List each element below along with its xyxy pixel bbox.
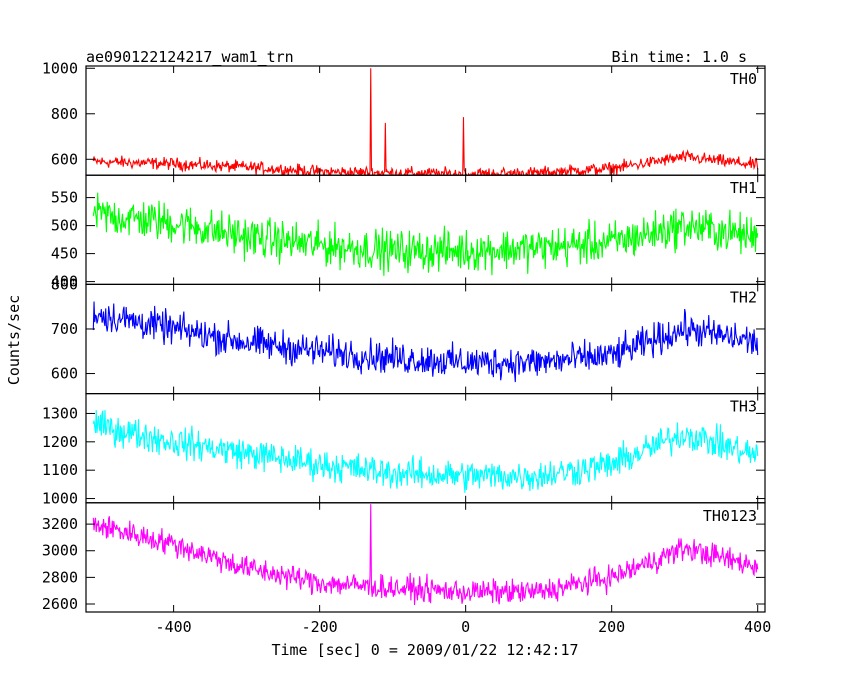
panel-th3: 1000 1100 1200 1300 TH3 — [42, 393, 766, 508]
panels-group: 600 800 1000 TH0 400 450 500 550 TH1 600 700 800 TH2… — [42, 59, 771, 636]
y-tick-label: 550 — [51, 189, 78, 207]
x-axis-label: Time [sec] 0 = 2009/01/22 12:42:17 — [271, 641, 578, 659]
y-axis-label: Counts/sec — [5, 295, 23, 385]
panel-th2: 600 700 800 TH2 — [51, 275, 766, 395]
y-tick-label: 800 — [51, 105, 78, 123]
series-line-th2 — [92, 301, 759, 383]
panel-frame — [85, 393, 766, 504]
y-tick-label: 2600 — [42, 595, 78, 613]
x-tick-label: -400 — [156, 618, 192, 636]
y-tick-label: 3000 — [42, 542, 78, 560]
y-tick-label: 600 — [51, 365, 78, 383]
series-line-th1 — [92, 192, 759, 276]
panel-th1: 400 450 500 550 TH1 — [51, 174, 766, 291]
series-line-th0 — [92, 68, 759, 176]
y-tick-label: 800 — [51, 275, 78, 293]
panel-label: TH0 — [730, 70, 757, 88]
y-tick-label: 2800 — [42, 568, 78, 586]
x-tick-label: 200 — [598, 618, 625, 636]
series-line-th3 — [92, 410, 759, 493]
y-tick-label: 1200 — [42, 433, 78, 451]
y-tick-label: 3200 — [42, 515, 78, 533]
bin-time-label: Bin time: 1.0 s — [612, 48, 747, 66]
y-tick-label: 1000 — [42, 59, 78, 77]
panel-label: TH3 — [730, 398, 757, 416]
panel-frame — [85, 502, 766, 613]
x-tick-label: 400 — [744, 618, 771, 636]
y-tick-label: 500 — [51, 217, 78, 235]
panel-th0123: 2600 2800 3000 3200 TH0123 — [42, 502, 766, 613]
panel-frame — [85, 65, 766, 176]
panel-label: TH2 — [730, 288, 757, 306]
panel-th0: 600 800 1000 TH0 — [42, 59, 766, 176]
y-tick-label: 600 — [51, 150, 78, 168]
y-tick-label: 1100 — [42, 461, 78, 479]
chart-title: ae090122124217_wam1_trn — [86, 48, 294, 66]
y-tick-label: 450 — [51, 245, 78, 263]
y-tick-label: 700 — [51, 320, 78, 338]
panel-label: TH0123 — [703, 507, 757, 525]
panel-label: TH1 — [730, 179, 757, 197]
y-tick-label: 1300 — [42, 404, 78, 422]
series-line-th0123 — [92, 504, 759, 605]
x-tick-label: 0 — [461, 618, 470, 636]
y-tick-label: 1000 — [42, 490, 78, 508]
x-tick-label: -200 — [302, 618, 338, 636]
y-tick-label: 400 — [51, 273, 78, 291]
